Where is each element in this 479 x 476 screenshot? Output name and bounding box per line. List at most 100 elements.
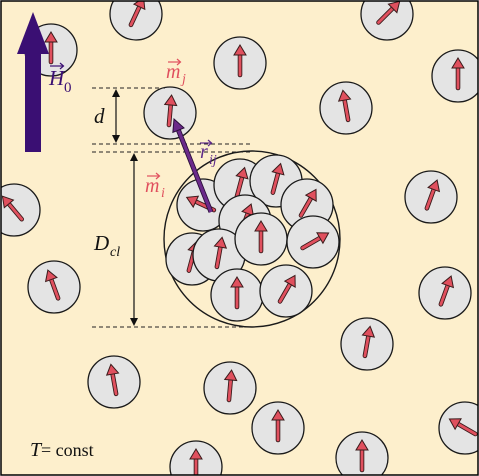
magnetic-moment-arrow-shaft (7, 202, 24, 221)
moment-j-subscript: j (180, 72, 186, 87)
magnetic-moment-arrow-head (271, 409, 285, 421)
field-arrow-head (17, 12, 49, 54)
field-label-subscript: 0 (64, 80, 72, 96)
cluster-diameter-arrow-head-top (130, 153, 138, 161)
cluster-boundary (163, 150, 341, 328)
magnetic-moment-arrow-head (163, 94, 178, 107)
moment-i-vector-accent-head (155, 172, 161, 180)
magnetic-moment-arrow-shaft (343, 98, 350, 122)
particle-body (360, 1, 414, 41)
dimension-arrows (112, 89, 138, 326)
moment-i-subscript: i (161, 186, 165, 201)
cluster-diameter-arrow (130, 153, 138, 326)
particle (319, 81, 373, 135)
magnetic-moment-arrow-head (185, 195, 200, 209)
magnetic-moment-arrow-head (44, 269, 58, 283)
field-arrow-icon (17, 12, 49, 152)
magnetic-moment-arrow-head (427, 179, 441, 193)
particle (87, 355, 141, 409)
field-label: H 0 (48, 62, 72, 96)
particle (192, 228, 246, 282)
cluster-diameter-subscript: cl (110, 245, 120, 260)
magnetic-moment-arrow-shaft (456, 422, 477, 436)
particle (335, 431, 389, 475)
magnetic-moment-arrow-head (235, 166, 249, 180)
particle (109, 1, 163, 41)
magnetic-moment-arrow-head (316, 232, 330, 245)
magnetic-moment-arrow-head (1, 195, 15, 209)
magnetic-moment-arrow-head (387, 1, 401, 14)
moment-j-vector-accent-head (176, 58, 182, 66)
particle (213, 36, 267, 90)
particle-body (431, 49, 478, 103)
particle (286, 215, 340, 269)
separation-label: r ij (200, 139, 217, 168)
moment-j-label: m j (166, 58, 186, 87)
particle-body (1, 183, 41, 237)
magnetic-moment-arrow-head (213, 236, 228, 249)
particle (404, 170, 458, 224)
magnetic-moment-arrow-shaft (425, 188, 436, 210)
moment-i-symbol: m (145, 175, 159, 197)
magnetic-moment-arrow-head (241, 203, 255, 217)
magnetic-moment-arrow-shaft (377, 6, 395, 24)
magnetic-moment-arrow-head (361, 325, 376, 338)
separation-vector-head (172, 117, 185, 134)
separation-vector-shaft (176, 129, 213, 213)
magnetic-moment-arrow-head (254, 220, 268, 232)
magnetic-moment-arrow-shaft (439, 284, 450, 306)
magnetic-moment-arrow-shaft (215, 245, 222, 269)
magnetic-moment-arrow-shaft (235, 175, 244, 198)
distance-d-arrow-head-bottom (112, 135, 120, 143)
magnetic-moment-arrow-head (451, 57, 465, 69)
separation-subscript: ij (209, 153, 217, 168)
magnetic-moment-arrow-shaft (129, 5, 141, 27)
particle (210, 268, 264, 322)
magnetic-moment-arrow-shaft (49, 278, 60, 300)
field-label-symbol: H (48, 66, 66, 90)
cluster-diameter-arrow-head-bottom (130, 318, 138, 326)
magnetic-moment-arrow-head (337, 89, 352, 102)
particle-body (109, 1, 163, 41)
magnetic-moment-arrow-shaft (301, 236, 322, 250)
particle (259, 264, 313, 318)
temperature-label: T = const (30, 439, 94, 461)
dimension-guides (92, 87, 252, 328)
distance-d-label: d (94, 104, 105, 128)
magnetic-moment-arrow-head (44, 31, 58, 43)
magnetic-moment-arrow-shaft (227, 378, 233, 402)
particle (360, 1, 414, 41)
particle (203, 361, 257, 415)
particle (27, 260, 81, 314)
magnetic-moment-arrow-head (233, 44, 247, 56)
magnetic-moment-arrow-head (355, 439, 369, 451)
cluster-diameter-symbol: D (93, 231, 109, 255)
cluster-diameter-label: D cl (93, 231, 120, 260)
magnetic-moment-arrow-shaft (167, 103, 173, 127)
magnetic-moment-arrow-shaft (111, 372, 118, 396)
distance-d-arrow-head-top (112, 89, 120, 97)
moment-i-label: m i (145, 172, 165, 201)
magnetic-moment-arrow-head (223, 369, 238, 382)
particle (169, 440, 223, 475)
separation-symbol: r (200, 141, 208, 163)
particle-body (438, 401, 478, 455)
particle (1, 183, 41, 237)
magnetic-moment-arrow-shaft (299, 196, 313, 217)
particle (251, 401, 305, 455)
temperature-symbol: T (30, 439, 43, 461)
particle (340, 317, 394, 371)
magnetic-moment-arrow-head (441, 275, 455, 289)
separation-vector-arrow (172, 117, 214, 213)
particle (143, 86, 197, 140)
field-arrow-shaft (25, 52, 41, 152)
temperature-value: = const (41, 440, 94, 460)
distance-d-arrow (112, 89, 120, 143)
magnetic-moment-arrow-shaft (271, 171, 280, 194)
field-vector-accent-head (59, 62, 65, 70)
particle (431, 49, 478, 103)
magnetic-moment-arrow-shaft (363, 334, 370, 358)
